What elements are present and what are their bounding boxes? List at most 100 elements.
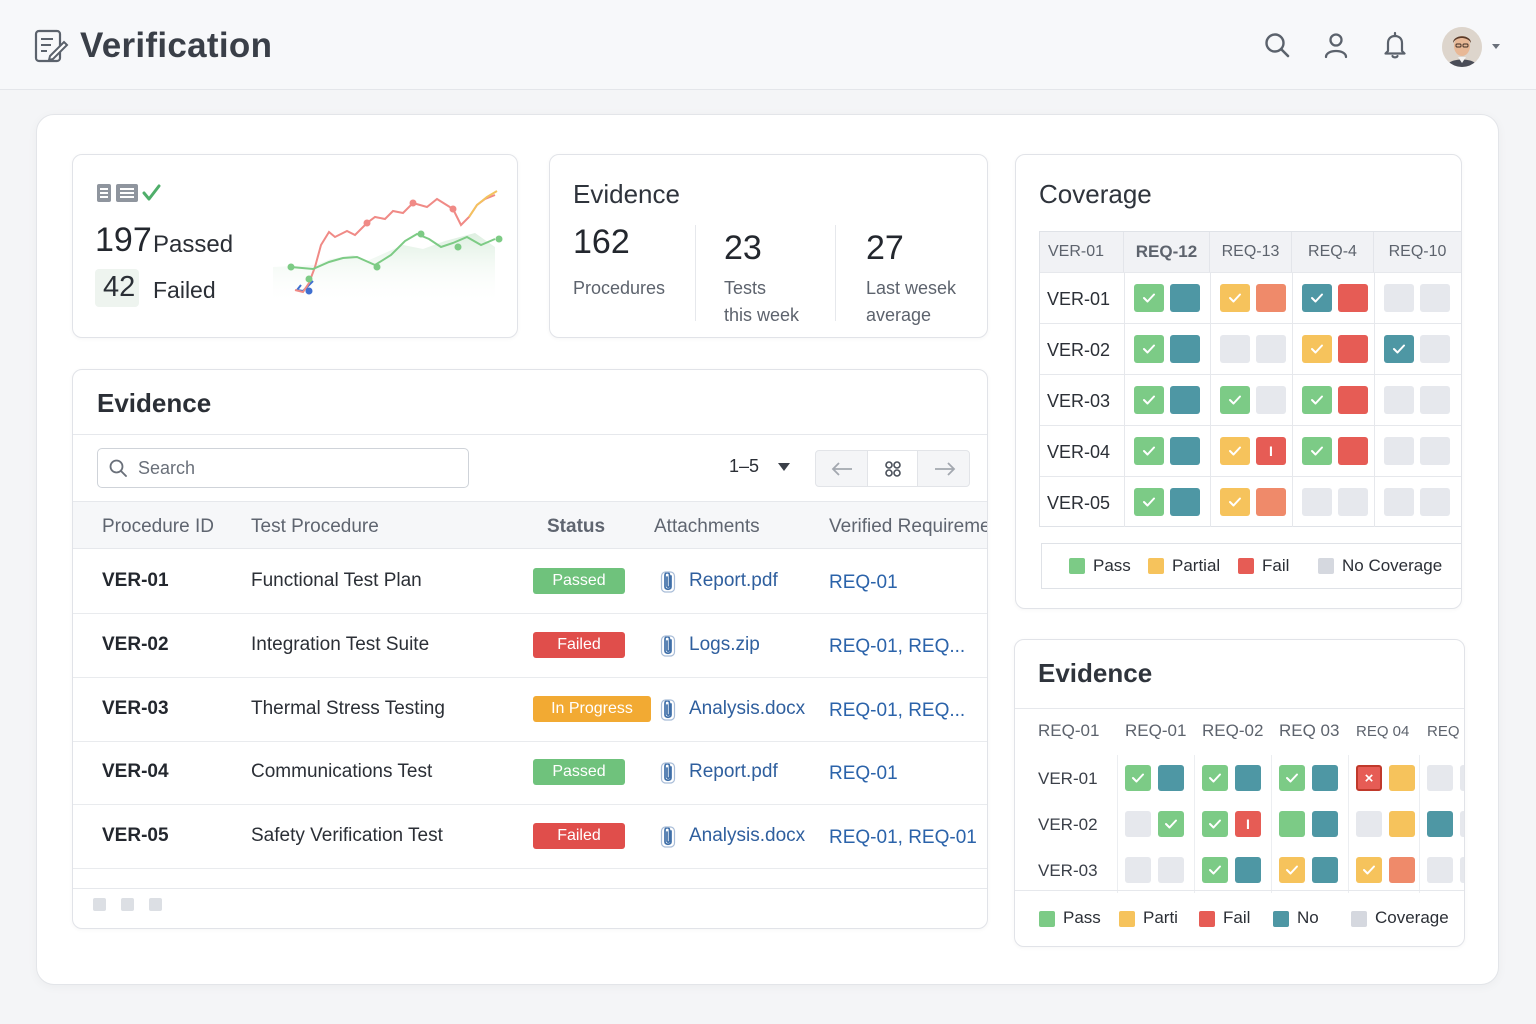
- column-header[interactable]: Status: [547, 516, 606, 537]
- evidence-cell[interactable]: [1202, 811, 1228, 837]
- table-row[interactable]: VER-04 Communications Test Passed Report.pd…: [73, 741, 987, 806]
- page-dot[interactable]: [149, 898, 162, 911]
- coverage-cell[interactable]: [1338, 284, 1368, 312]
- evidence-cell[interactable]: [1427, 811, 1453, 837]
- column-header[interactable]: Test Procedure: [251, 516, 379, 537]
- coverage-cell[interactable]: [1220, 386, 1250, 414]
- matrix-column-header[interactable]: REQ 0: [1421, 709, 1464, 753]
- evidence-cell[interactable]: [1356, 811, 1382, 837]
- column-header[interactable]: Attachments: [654, 516, 760, 537]
- coverage-cell[interactable]: [1134, 437, 1164, 465]
- evidence-cell[interactable]: [1158, 857, 1184, 883]
- attachment-link[interactable]: Report.pdf: [689, 761, 778, 783]
- matrix-column-header[interactable]: REQ-13: [1210, 232, 1292, 272]
- evidence-cell[interactable]: I: [1235, 811, 1261, 837]
- evidence-cell[interactable]: [1202, 857, 1228, 883]
- table-row[interactable]: VER-03 Thermal Stress Testing In Progress A…: [73, 678, 987, 742]
- page-range-select[interactable]: 1–5: [729, 456, 760, 476]
- coverage-cell[interactable]: [1384, 488, 1414, 516]
- coverage-cell[interactable]: [1384, 284, 1414, 312]
- matrix-column-header[interactable]: REQ-12: [1124, 232, 1210, 272]
- coverage-cell[interactable]: [1420, 284, 1450, 312]
- evidence-cell[interactable]: [1460, 857, 1464, 883]
- evidence-cell[interactable]: [1389, 857, 1415, 883]
- evidence-cell[interactable]: [1312, 765, 1338, 791]
- coverage-cell[interactable]: [1302, 284, 1332, 312]
- evidence-cell[interactable]: [1158, 765, 1184, 791]
- coverage-cell[interactable]: [1338, 386, 1368, 414]
- coverage-cell[interactable]: [1220, 488, 1250, 516]
- page-dot[interactable]: [121, 898, 134, 911]
- attachment-link[interactable]: Analysis.docx: [689, 825, 806, 847]
- coverage-cell[interactable]: [1134, 386, 1164, 414]
- evidence-cell[interactable]: [1312, 857, 1338, 883]
- evidence-cell[interactable]: [1125, 811, 1151, 837]
- requirements-link[interactable]: REQ-01, REQ...: [829, 699, 966, 721]
- chevron-down-icon[interactable]: [1490, 40, 1502, 52]
- evidence-cell[interactable]: [1389, 765, 1415, 791]
- coverage-cell[interactable]: [1134, 284, 1164, 312]
- attachment-link[interactable]: Logs.zip: [689, 633, 760, 655]
- evidence-cell[interactable]: [1235, 765, 1261, 791]
- evidence-cell[interactable]: ×: [1356, 765, 1382, 791]
- search-input[interactable]: Search: [97, 448, 469, 488]
- coverage-cell[interactable]: [1420, 386, 1450, 414]
- coverage-cell[interactable]: [1256, 284, 1286, 312]
- prev-page-button[interactable]: [816, 451, 867, 486]
- coverage-cell[interactable]: [1302, 335, 1332, 363]
- evidence-cell[interactable]: [1427, 765, 1453, 791]
- requirements-link[interactable]: REQ-01: [829, 763, 898, 785]
- requirements-link[interactable]: REQ-01, REQ...: [829, 635, 966, 657]
- evidence-cell[interactable]: [1460, 811, 1464, 837]
- coverage-cell[interactable]: [1170, 284, 1200, 312]
- evidence-cell[interactable]: [1389, 811, 1415, 837]
- coverage-cell[interactable]: [1170, 335, 1200, 363]
- evidence-cell[interactable]: [1125, 857, 1151, 883]
- coverage-cell[interactable]: [1384, 335, 1414, 363]
- table-row[interactable]: VER-01 Functional Test Plan Passed Report.p…: [73, 550, 987, 614]
- evidence-cell[interactable]: [1427, 857, 1453, 883]
- coverage-cell[interactable]: [1134, 335, 1164, 363]
- coverage-cell[interactable]: [1170, 488, 1200, 516]
- next-page-button[interactable]: [919, 451, 970, 486]
- coverage-cell[interactable]: [1420, 437, 1450, 465]
- coverage-cell[interactable]: [1256, 335, 1286, 363]
- search-icon[interactable]: [1262, 30, 1292, 60]
- evidence-cell[interactable]: [1279, 765, 1305, 791]
- evidence-cell[interactable]: [1279, 811, 1305, 837]
- coverage-cell[interactable]: [1220, 335, 1250, 363]
- coverage-cell[interactable]: I: [1256, 437, 1286, 465]
- table-row[interactable]: VER-05 Safety Verification Test Failed Anal…: [73, 805, 987, 870]
- coverage-cell[interactable]: [1134, 488, 1164, 516]
- column-header[interactable]: Procedure ID: [102, 516, 214, 537]
- coverage-cell[interactable]: [1170, 386, 1200, 414]
- matrix-column-header[interactable]: REQ 04: [1350, 709, 1421, 753]
- attachment-link[interactable]: Report.pdf: [689, 570, 778, 591]
- coverage-cell[interactable]: [1338, 488, 1368, 516]
- page-dot[interactable]: [93, 898, 106, 911]
- coverage-cell[interactable]: [1170, 437, 1200, 465]
- attachment-link[interactable]: Analysis.docx: [689, 697, 806, 719]
- coverage-cell[interactable]: [1384, 437, 1414, 465]
- matrix-column-header[interactable]: REQ-02: [1196, 709, 1273, 753]
- user-icon[interactable]: [1321, 30, 1351, 60]
- evidence-cell[interactable]: [1125, 765, 1151, 791]
- evidence-cell[interactable]: [1235, 857, 1261, 883]
- requirements-link[interactable]: REQ-01, REQ-01: [829, 827, 977, 849]
- coverage-cell[interactable]: [1338, 335, 1368, 363]
- avatar[interactable]: [1442, 27, 1482, 67]
- coverage-cell[interactable]: [1256, 386, 1286, 414]
- matrix-column-header[interactable]: REQ-10: [1374, 232, 1461, 272]
- matrix-column-header[interactable]: REQ-4: [1292, 232, 1374, 272]
- coverage-cell[interactable]: [1420, 488, 1450, 516]
- coverage-cell[interactable]: [1338, 437, 1368, 465]
- evidence-cell[interactable]: [1460, 765, 1464, 791]
- matrix-column-header[interactable]: REQ 03: [1273, 709, 1350, 753]
- bell-icon[interactable]: [1380, 30, 1410, 60]
- table-row[interactable]: VER-02 Integration Test Suite Failed Logs.z…: [73, 614, 987, 678]
- coverage-cell[interactable]: [1220, 284, 1250, 312]
- evidence-cell[interactable]: [1279, 857, 1305, 883]
- caret-down-icon[interactable]: [777, 462, 791, 472]
- evidence-cell[interactable]: [1356, 857, 1382, 883]
- coverage-cell[interactable]: [1302, 437, 1332, 465]
